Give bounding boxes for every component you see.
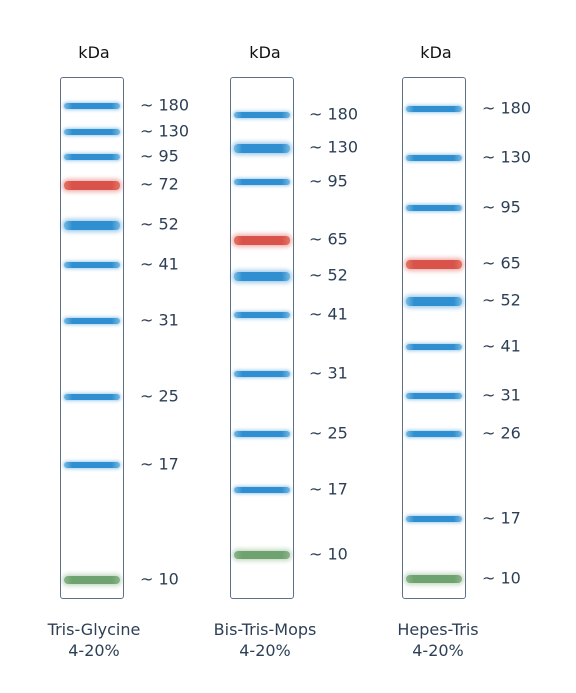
molecular-weight-label: ~ 52	[482, 290, 521, 310]
band-95kda	[234, 179, 290, 185]
buffer-name: Tris-Glycine	[47, 620, 141, 639]
band-52kda	[234, 271, 290, 281]
molecular-weight-label: ~ 130	[482, 147, 532, 167]
gel-lane	[402, 77, 466, 599]
band-10kda	[234, 551, 290, 559]
molecular-weight-label: ~ 130	[140, 121, 190, 141]
molecular-weight-label: ~ 52	[309, 265, 348, 285]
band-180kda	[64, 103, 120, 109]
band-25kda	[64, 394, 120, 400]
buffer-caption: Tris-Glycine 4-20%	[19, 619, 169, 661]
band-72kda	[64, 180, 120, 190]
band-130kda	[406, 155, 462, 161]
molecular-weight-label: ~ 26	[482, 423, 521, 443]
band-180kda	[406, 106, 462, 112]
molecular-weight-label: ~ 17	[140, 454, 179, 474]
molecular-weight-label: ~ 95	[309, 171, 348, 191]
gel-percent: 4-20%	[68, 641, 120, 660]
gel-lane	[230, 77, 294, 599]
unit-label: kDa	[78, 43, 110, 62]
unit-label: kDa	[249, 43, 281, 62]
band-31kda	[234, 371, 290, 377]
band-180kda	[234, 112, 290, 118]
molecular-weight-label: ~ 72	[140, 174, 179, 194]
band-17kda	[64, 462, 120, 468]
band-41kda	[406, 344, 462, 350]
unit-label: kDa	[420, 43, 452, 62]
molecular-weight-label: ~ 17	[482, 508, 521, 528]
ladder-hepes-tris: kDa Hepes-Tris 4-20% ~ 180 ~ 130 ~ 95 ~ 65 ~…	[396, 0, 576, 693]
gel-percent: 4-20%	[412, 641, 464, 660]
band-26kda	[406, 431, 462, 437]
molecular-weight-label: ~ 65	[482, 253, 521, 273]
buffer-name: Hepes-Tris	[397, 620, 479, 639]
molecular-weight-label: ~ 180	[482, 98, 532, 118]
band-10kda	[64, 576, 120, 584]
molecular-weight-label: ~ 10	[309, 544, 348, 564]
band-130kda	[234, 143, 290, 153]
band-31kda	[406, 393, 462, 399]
band-65kda	[234, 235, 290, 245]
molecular-weight-label: ~ 180	[140, 95, 190, 115]
band-17kda	[234, 487, 290, 493]
buffer-name: Bis-Tris-Mops	[213, 620, 317, 639]
molecular-weight-label: ~ 95	[140, 146, 179, 166]
molecular-weight-label: ~ 31	[482, 385, 521, 405]
band-17kda	[406, 516, 462, 522]
band-25kda	[234, 431, 290, 437]
molecular-weight-label: ~ 25	[309, 423, 348, 443]
band-95kda	[64, 154, 120, 160]
band-65kda	[406, 259, 462, 269]
molecular-weight-label: ~ 31	[140, 310, 179, 330]
ladder-tris-glycine: kDa Tris-Glycine 4-20% ~ 180 ~ 130 ~ 95 ~ 7…	[48, 0, 232, 693]
buffer-caption: Bis-Tris-Mops 4-20%	[190, 619, 340, 661]
band-52kda	[406, 296, 462, 306]
molecular-weight-label: ~ 65	[309, 229, 348, 249]
molecular-weight-label: ~ 17	[309, 479, 348, 499]
molecular-weight-label: ~ 52	[140, 214, 179, 234]
band-10kda	[406, 575, 462, 583]
band-130kda	[64, 129, 120, 135]
band-41kda	[234, 312, 290, 318]
molecular-weight-label: ~ 41	[140, 254, 179, 274]
molecular-weight-label: ~ 10	[140, 569, 179, 589]
buffer-caption: Hepes-Tris 4-20%	[363, 619, 513, 661]
band-41kda	[64, 262, 120, 268]
molecular-weight-label: ~ 10	[482, 568, 521, 588]
molecular-weight-label: ~ 41	[309, 304, 348, 324]
band-95kda	[406, 205, 462, 211]
band-52kda	[64, 220, 120, 230]
molecular-weight-label: ~ 31	[309, 363, 348, 383]
molecular-weight-label: ~ 95	[482, 197, 521, 217]
molecular-weight-label: ~ 180	[309, 104, 359, 124]
gel-percent: 4-20%	[239, 641, 291, 660]
band-31kda	[64, 318, 120, 324]
molecular-weight-label: ~ 130	[309, 137, 359, 157]
ladder-bis-tris-mops: kDa Bis-Tris-Mops 4-20% ~ 180 ~ 130 ~ 95 ~ …	[214, 0, 403, 693]
molecular-weight-label: ~ 25	[140, 386, 179, 406]
molecular-weight-label: ~ 41	[482, 336, 521, 356]
gel-lane	[60, 77, 124, 599]
